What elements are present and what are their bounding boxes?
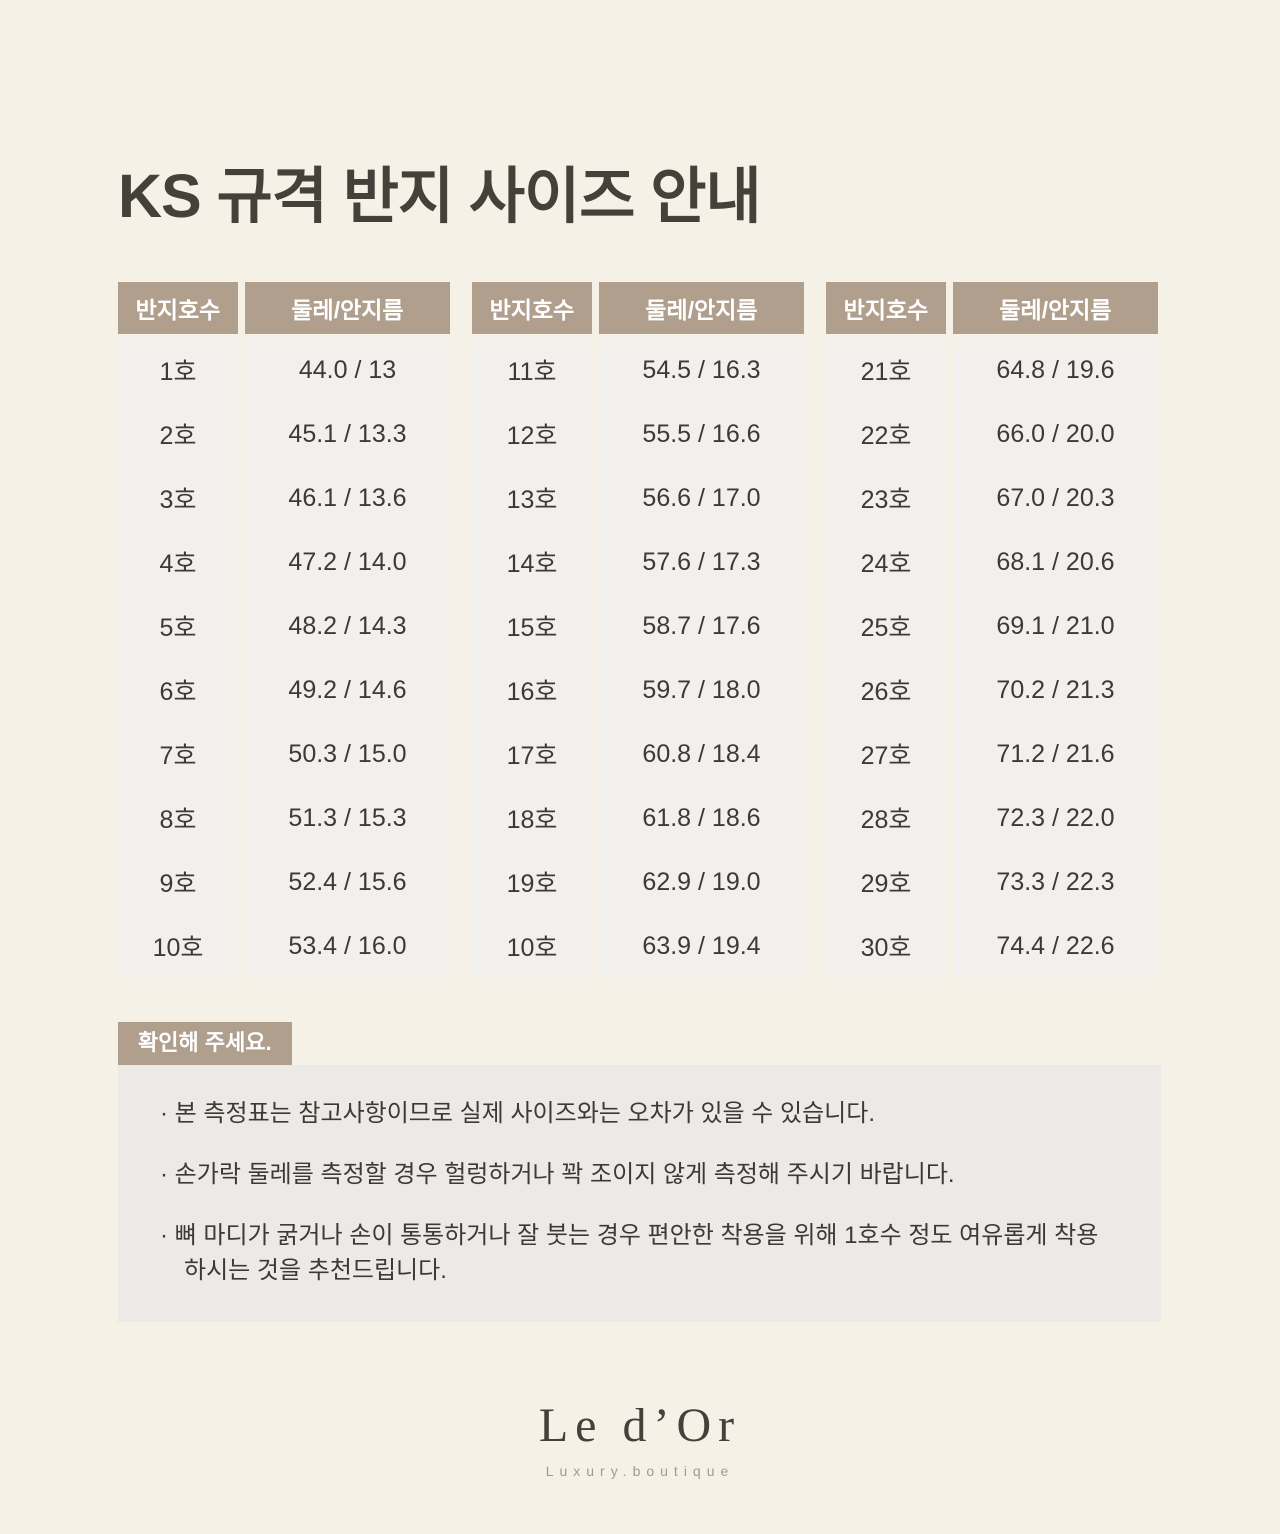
size-number-cell: 21호 — [860, 358, 912, 386]
notice-list: 본 측정표는 참고사항이므로 실제 사이즈와는 오차가 있을 수 있습니다. 손가… — [160, 1097, 1119, 1288]
measurement-column: 44.0 / 13 45.1 / 13.3 46.1 / 13.6 47.2 / 14… — [245, 338, 450, 978]
measurement-cell: 45.1 / 13.3 — [288, 419, 407, 448]
measurement-cell: 46.1 / 13.6 — [288, 483, 407, 512]
size-tables: 반지호수 둘레/안지름 1호 2호 3호 4호 5호 6호 7호 8호 9호 10호 44.0 / 13… — [118, 282, 1158, 978]
notice-section: 확인해 주세요. 본 측정표는 참고사항이므로 실제 사이즈와는 오차가 있을 … — [118, 1022, 1161, 1323]
measurement-cell: 49.2 / 14.6 — [288, 675, 407, 704]
measurement-cell: 73.3 / 22.3 — [996, 867, 1115, 896]
size-number-cell: 25호 — [860, 614, 912, 642]
size-number-cell: 9호 — [159, 870, 197, 898]
column-header-size-number: 반지호수 — [472, 282, 592, 334]
measurement-cell: 47.2 / 14.0 — [288, 547, 407, 576]
measurement-column: 54.5 / 16.3 55.5 / 16.6 56.6 / 17.0 57.6 / … — [599, 338, 804, 978]
size-number-cell: 23호 — [860, 486, 912, 514]
measurement-cell: 52.4 / 15.6 — [288, 867, 407, 896]
page-title: KS 규격 반지 사이즈 안내 — [118, 162, 762, 230]
measurement-cell: 59.7 / 18.0 — [642, 675, 761, 704]
measurement-cell: 74.4 / 22.6 — [996, 931, 1115, 960]
measurement-cell: 70.2 / 21.3 — [996, 675, 1115, 704]
measurement-cell: 58.7 / 17.6 — [642, 611, 761, 640]
measurement-cell: 67.0 / 20.3 — [996, 483, 1115, 512]
notice-item: 본 측정표는 참고사항이므로 실제 사이즈와는 오차가 있을 수 있습니다. — [160, 1097, 1119, 1132]
size-number-cell: 18호 — [506, 806, 558, 834]
size-number-cell: 29호 — [860, 870, 912, 898]
measurement-cell: 60.8 / 18.4 — [642, 739, 761, 768]
size-number-cell: 16호 — [506, 678, 558, 706]
size-number-cell: 24호 — [860, 550, 912, 578]
size-number-cell: 11호 — [507, 358, 557, 386]
size-number-cell: 13호 — [506, 486, 558, 514]
brand-footer: Le d’Or Luxury.boutique — [0, 1398, 1280, 1479]
table-body: 21호 22호 23호 24호 25호 26호 27호 28호 29호 30호 64.8 / 19.… — [826, 338, 1158, 978]
size-number-cell: 3호 — [159, 486, 197, 514]
size-number-cell: 7호 — [159, 742, 197, 770]
size-number-column: 21호 22호 23호 24호 25호 26호 27호 28호 29호 30호 — [826, 338, 946, 978]
measurement-cell: 71.2 / 21.6 — [996, 739, 1115, 768]
measurement-cell: 57.6 / 17.3 — [642, 547, 761, 576]
size-number-cell: 5호 — [159, 614, 197, 642]
measurement-cell: 69.1 / 21.0 — [996, 611, 1115, 640]
table-header-row: 반지호수 둘레/안지름 — [118, 282, 450, 334]
size-number-cell: 28호 — [860, 806, 912, 834]
brand-tagline: Luxury.boutique — [545, 1463, 735, 1479]
size-number-cell: 14호 — [506, 550, 558, 578]
table-body: 11호 12호 13호 14호 15호 16호 17호 18호 19호 10호 54.5 / 16.… — [472, 338, 804, 978]
size-number-cell: 27호 — [860, 742, 912, 770]
measurement-cell: 64.8 / 19.6 — [996, 355, 1115, 384]
measurement-cell: 56.6 / 17.0 — [642, 483, 761, 512]
measurement-cell: 53.4 / 16.0 — [288, 931, 407, 960]
notice-item: 손가락 둘레를 측정할 경우 헐렁하거나 꽉 조이지 않게 측정해 주시기 바랍… — [160, 1158, 1119, 1193]
size-number-cell: 10호 — [506, 934, 558, 962]
column-header-measurement: 둘레/안지름 — [599, 282, 804, 334]
size-number-cell: 10호 — [152, 934, 204, 962]
measurement-cell: 66.0 / 20.0 — [996, 419, 1115, 448]
measurement-cell: 72.3 / 22.0 — [996, 803, 1115, 832]
measurement-cell: 68.1 / 20.6 — [996, 547, 1115, 576]
measurement-cell: 54.5 / 16.3 — [642, 355, 761, 384]
size-number-cell: 1호 — [159, 358, 197, 386]
table-body: 1호 2호 3호 4호 5호 6호 7호 8호 9호 10호 44.0 / 13 45.1 / 13.… — [118, 338, 450, 978]
measurement-cell: 63.9 / 19.4 — [642, 931, 761, 960]
size-number-cell: 12호 — [506, 422, 558, 450]
size-table: 반지호수 둘레/안지름 21호 22호 23호 24호 25호 26호 27호 28호 29호 30호… — [826, 282, 1158, 978]
size-table: 반지호수 둘레/안지름 11호 12호 13호 14호 15호 16호 17호 18호 19호 10호… — [472, 282, 804, 978]
size-number-cell: 8호 — [159, 806, 197, 834]
column-header-size-number: 반지호수 — [118, 282, 238, 334]
size-number-cell: 17호 — [506, 742, 558, 770]
table-header-row: 반지호수 둘레/안지름 — [826, 282, 1158, 334]
measurement-cell: 62.9 / 19.0 — [642, 867, 761, 896]
measurement-column: 64.8 / 19.6 66.0 / 20.0 67.0 / 20.3 68.1 / … — [953, 338, 1158, 978]
table-header-row: 반지호수 둘레/안지름 — [472, 282, 804, 334]
size-number-cell: 2호 — [159, 422, 197, 450]
notice-box: 본 측정표는 참고사항이므로 실제 사이즈와는 오차가 있을 수 있습니다. 손가… — [118, 1065, 1161, 1323]
measurement-cell: 44.0 / 13 — [298, 355, 397, 384]
notice-item: 뼈 마디가 굵거나 손이 통통하거나 잘 붓는 경우 편안한 착용을 위해 1호… — [160, 1219, 1119, 1289]
size-number-cell: 30호 — [860, 934, 912, 962]
size-number-cell: 6호 — [159, 678, 197, 706]
size-number-column: 11호 12호 13호 14호 15호 16호 17호 18호 19호 10호 — [472, 338, 592, 978]
column-header-measurement: 둘레/안지름 — [245, 282, 450, 334]
measurement-cell: 61.8 / 18.6 — [642, 803, 761, 832]
size-number-cell: 19호 — [506, 870, 558, 898]
size-number-cell: 15호 — [506, 614, 558, 642]
measurement-cell: 51.3 / 15.3 — [288, 803, 407, 832]
size-table: 반지호수 둘레/안지름 1호 2호 3호 4호 5호 6호 7호 8호 9호 10호 44.0 / 13… — [118, 282, 450, 978]
measurement-cell: 55.5 / 16.6 — [642, 419, 761, 448]
measurement-cell: 50.3 / 15.0 — [288, 739, 407, 768]
notice-badge: 확인해 주세요. — [118, 1022, 292, 1066]
size-number-column: 1호 2호 3호 4호 5호 6호 7호 8호 9호 10호 — [118, 338, 238, 978]
column-header-measurement: 둘레/안지름 — [953, 282, 1158, 334]
measurement-cell: 48.2 / 14.3 — [288, 611, 407, 640]
column-header-size-number: 반지호수 — [826, 282, 946, 334]
size-number-cell: 26호 — [860, 678, 912, 706]
size-number-cell: 4호 — [159, 550, 197, 578]
size-number-cell: 22호 — [860, 422, 912, 450]
brand-logo: Le d’Or — [538, 1399, 742, 1452]
